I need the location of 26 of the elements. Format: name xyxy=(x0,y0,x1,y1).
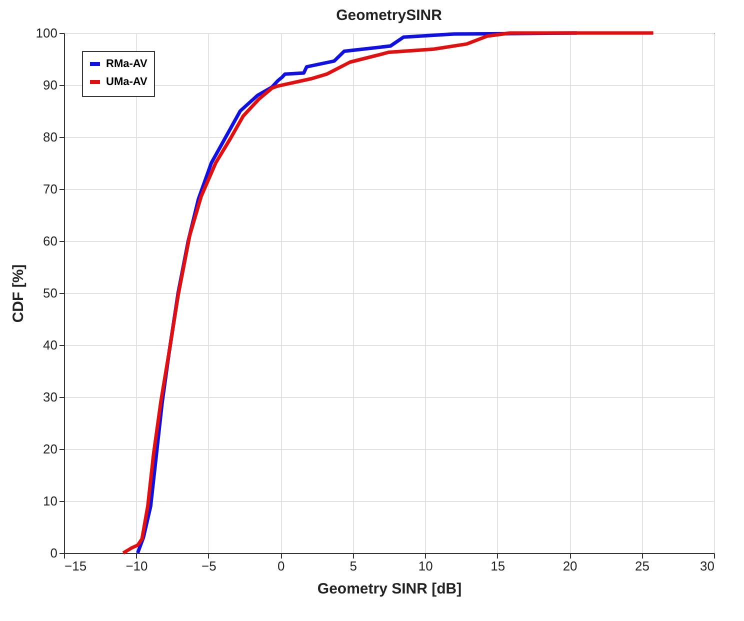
y-tick-label: 90 xyxy=(43,78,58,92)
x-tick-label: −15 xyxy=(64,558,87,574)
x-tick-label: 0 xyxy=(278,558,285,574)
y-tick-label: 20 xyxy=(43,442,58,456)
y-tick-label: 80 xyxy=(43,130,58,144)
x-tick-label: −5 xyxy=(202,558,216,574)
x-tick-label: −10 xyxy=(126,558,148,574)
x-tick-label: 5 xyxy=(350,558,358,574)
y-tick-label: 60 xyxy=(43,234,58,248)
y-tick-label: 70 xyxy=(43,182,58,196)
x-tick-label: 25 xyxy=(635,558,650,574)
x-tick-label: 10 xyxy=(418,558,433,574)
y-axis-title: CDF [%] xyxy=(10,264,27,323)
chart-title: GeometrySINR xyxy=(336,7,442,24)
y-tick-label: 10 xyxy=(43,494,58,508)
y-tick-label: 0 xyxy=(50,546,58,560)
y-tick-label: 40 xyxy=(43,338,58,352)
legend-label: UMa-AV xyxy=(106,76,148,88)
x-tick-label: 30 xyxy=(700,558,714,574)
y-tick-label: 100 xyxy=(36,26,58,40)
y-tick-label: 30 xyxy=(43,390,58,404)
x-tick-label: 20 xyxy=(562,558,578,574)
legend-label: RMa-AV xyxy=(106,58,148,70)
x-axis-title: Geometry SINR [dB] xyxy=(317,580,462,598)
x-tick-label: 15 xyxy=(490,558,506,574)
y-tick-label: 50 xyxy=(43,286,58,300)
